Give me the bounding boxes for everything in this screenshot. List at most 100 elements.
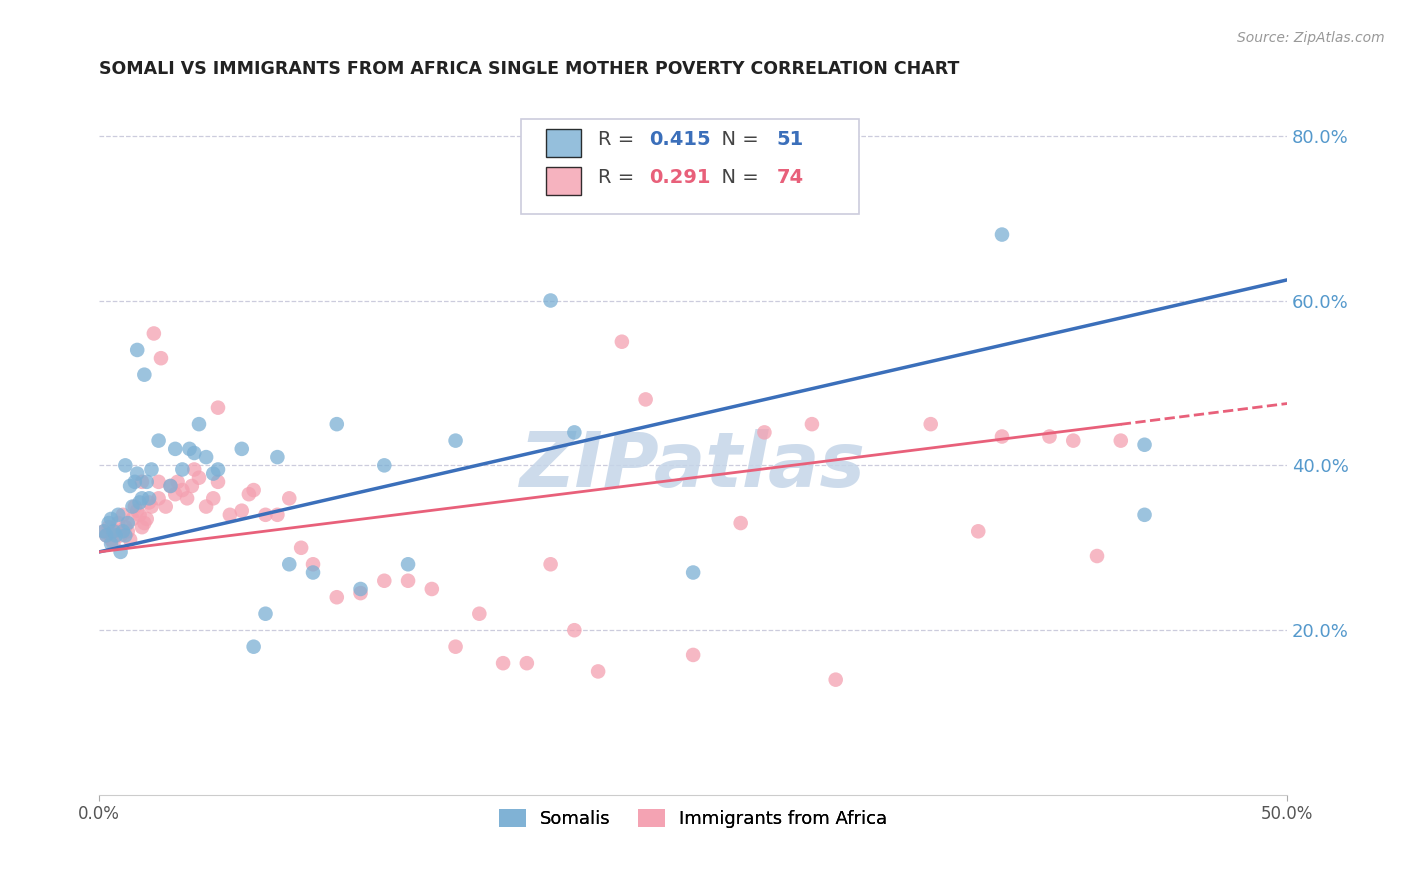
- Point: [238, 487, 260, 501]
- Point: [207, 401, 229, 415]
- Point: [373, 458, 395, 473]
- Point: [180, 479, 202, 493]
- Point: [110, 528, 132, 542]
- Point: [131, 475, 153, 489]
- Point: [1133, 438, 1156, 452]
- Point: [127, 504, 149, 518]
- Point: [114, 528, 136, 542]
- Point: [730, 516, 752, 530]
- Point: [302, 558, 325, 572]
- FancyBboxPatch shape: [546, 167, 582, 194]
- Point: [195, 500, 218, 514]
- Point: [564, 624, 586, 638]
- Legend: Somalis, Immigrants from Africa: Somalis, Immigrants from Africa: [492, 801, 894, 835]
- Point: [824, 673, 846, 687]
- Point: [682, 566, 704, 580]
- Point: [326, 417, 349, 431]
- Point: [1133, 508, 1156, 522]
- Point: [165, 442, 187, 456]
- Point: [1062, 434, 1084, 448]
- Point: [1109, 434, 1132, 448]
- Point: [991, 227, 1014, 242]
- Point: [242, 483, 264, 497]
- Point: [148, 475, 170, 489]
- Point: [141, 500, 163, 514]
- Point: [138, 495, 160, 509]
- Text: SOMALI VS IMMIGRANTS FROM AFRICA SINGLE MOTHER POVERTY CORRELATION CHART: SOMALI VS IMMIGRANTS FROM AFRICA SINGLE …: [100, 60, 959, 78]
- Point: [183, 462, 205, 476]
- FancyBboxPatch shape: [520, 119, 859, 213]
- Point: [634, 392, 657, 407]
- Point: [107, 508, 129, 522]
- Point: [991, 429, 1014, 443]
- Point: [114, 458, 136, 473]
- Point: [148, 434, 170, 448]
- Point: [97, 516, 120, 530]
- Point: [117, 516, 139, 530]
- Point: [349, 586, 371, 600]
- Point: [218, 508, 240, 522]
- Point: [231, 504, 253, 518]
- Point: [96, 528, 118, 542]
- Point: [349, 582, 371, 596]
- Point: [516, 656, 538, 670]
- Point: [754, 425, 776, 440]
- Point: [444, 434, 467, 448]
- Point: [967, 524, 990, 539]
- Point: [188, 471, 211, 485]
- Point: [97, 520, 120, 534]
- Point: [202, 467, 225, 481]
- Point: [131, 520, 153, 534]
- Point: [120, 479, 142, 493]
- Point: [120, 533, 142, 547]
- Point: [127, 467, 149, 481]
- Point: [278, 491, 301, 506]
- Point: [135, 512, 157, 526]
- Point: [172, 483, 194, 497]
- Point: [134, 368, 156, 382]
- Point: [302, 566, 325, 580]
- Text: N =: N =: [709, 168, 765, 186]
- Point: [682, 648, 704, 662]
- Text: ZIPatlas: ZIPatlas: [520, 429, 866, 503]
- Point: [107, 516, 129, 530]
- Point: [800, 417, 823, 431]
- Point: [111, 508, 134, 522]
- Point: [492, 656, 515, 670]
- Point: [104, 528, 127, 542]
- Text: 74: 74: [776, 168, 803, 186]
- Point: [135, 475, 157, 489]
- Text: 51: 51: [776, 130, 804, 150]
- Point: [121, 512, 143, 526]
- Point: [117, 524, 139, 539]
- FancyBboxPatch shape: [546, 129, 582, 158]
- Point: [128, 508, 150, 522]
- Point: [266, 508, 288, 522]
- Point: [202, 491, 225, 506]
- Point: [159, 479, 181, 493]
- Point: [540, 293, 562, 308]
- Point: [149, 351, 172, 366]
- Point: [373, 574, 395, 588]
- Point: [93, 524, 115, 539]
- Text: R =: R =: [598, 130, 641, 150]
- Point: [254, 508, 277, 522]
- Text: Source: ZipAtlas.com: Source: ZipAtlas.com: [1237, 31, 1385, 45]
- Point: [124, 475, 146, 489]
- Point: [131, 491, 153, 506]
- Point: [920, 417, 942, 431]
- Point: [242, 640, 264, 654]
- Point: [207, 462, 229, 476]
- Point: [159, 479, 181, 493]
- Point: [266, 450, 288, 464]
- Point: [183, 446, 205, 460]
- Point: [134, 516, 156, 530]
- Point: [231, 442, 253, 456]
- Point: [166, 475, 188, 489]
- Point: [96, 528, 118, 542]
- Point: [564, 425, 586, 440]
- Point: [124, 500, 146, 514]
- Point: [586, 665, 609, 679]
- Text: R =: R =: [598, 168, 641, 186]
- Point: [444, 640, 467, 654]
